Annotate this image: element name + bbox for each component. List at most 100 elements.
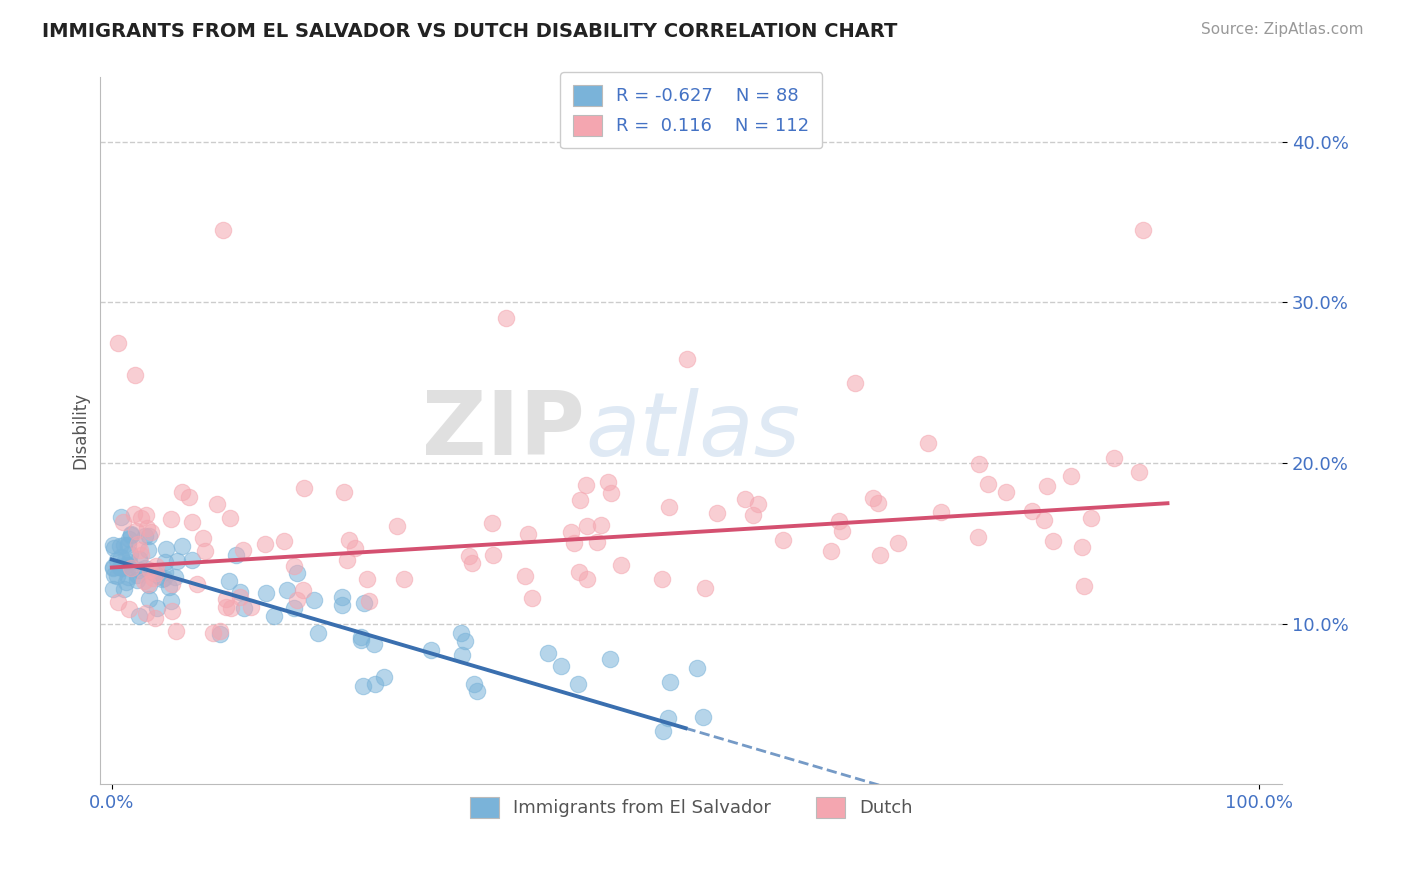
Point [132,574,155,588]
Point [122,507,145,521]
Point [105,569,128,583]
Point [1132,223,1154,237]
Point [118,532,141,546]
Point [172,539,194,553]
Point [589,517,612,532]
Point [186,577,208,591]
Point [103,567,125,582]
Point [995,485,1018,500]
Point [215,600,238,615]
Point [135,508,157,523]
Point [118,602,141,616]
Point [292,481,315,495]
Point [153,571,176,585]
Point [253,537,276,551]
Point [285,566,308,580]
Point [117,560,139,574]
Point [513,569,536,583]
Point [114,538,136,552]
Point [153,565,176,579]
Point [831,524,853,538]
Point [111,515,134,529]
Point [1102,450,1125,465]
Point [287,593,309,607]
Point [148,569,170,583]
Point [232,542,254,557]
Point [225,548,247,562]
Point [254,585,277,599]
Point [568,565,591,579]
Point [181,553,204,567]
Point [112,555,135,569]
Point [125,524,148,538]
Point [115,558,138,572]
Point [276,582,298,597]
Point [115,575,138,590]
Point [111,561,134,575]
Point [120,561,142,575]
Point [560,525,582,540]
Point [128,608,150,623]
Point [127,573,149,587]
Point [134,561,156,575]
Point [229,590,252,604]
Point [516,526,538,541]
Point [101,560,124,574]
Point [166,554,188,568]
Point [138,592,160,607]
Point [108,559,131,574]
Point [820,544,842,558]
Point [675,351,697,366]
Point [124,368,146,382]
Point [575,518,598,533]
Point [283,559,305,574]
Point [142,571,165,585]
Point [136,543,159,558]
Point [585,534,607,549]
Point [359,594,381,608]
Point [868,496,890,510]
Point [1032,514,1054,528]
Point [143,566,166,581]
Point [353,596,375,610]
Point [373,670,395,684]
Point [143,610,166,624]
Point [202,625,225,640]
Point [454,634,477,648]
Point [658,674,681,689]
Point [869,548,891,562]
Point [596,475,619,489]
Point [652,723,675,738]
Point [139,563,162,577]
Point [387,519,409,533]
Point [1021,503,1043,517]
Point [420,643,443,657]
Point [887,535,910,549]
Point [844,376,866,390]
Point [686,661,709,675]
Text: Source: ZipAtlas.com: Source: ZipAtlas.com [1201,22,1364,37]
Point [352,679,374,693]
Point [536,646,558,660]
Point [273,534,295,549]
Point [283,601,305,615]
Point [600,486,623,500]
Point [567,677,589,691]
Point [136,576,159,591]
Point [128,563,150,577]
Point [862,491,884,505]
Point [967,458,990,472]
Point [599,652,621,666]
Point [917,436,939,450]
Point [550,659,572,673]
Point [145,566,167,581]
Point [118,554,141,568]
Point [105,552,128,566]
Point [610,558,633,573]
Point [181,515,204,529]
Point [212,223,235,237]
Point [292,583,315,598]
Point [363,637,385,651]
Point [136,521,159,535]
Point [160,511,183,525]
